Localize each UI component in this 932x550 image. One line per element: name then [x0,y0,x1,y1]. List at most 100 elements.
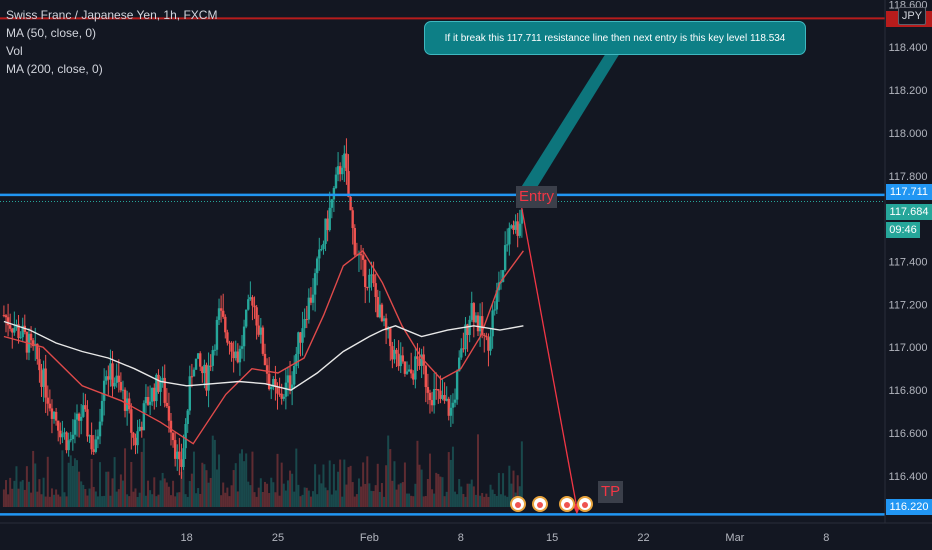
candle-body [384,318,388,331]
candle-body [109,363,112,380]
volume-bar [94,491,97,507]
candle-body [307,297,311,320]
candle-body [107,376,110,380]
candle-body [393,349,396,360]
candle-body [414,356,417,380]
candle-body [238,348,242,363]
legend-symbol[interactable]: Swiss Franc / Japanese Yen, 1h, FXCM [6,8,218,22]
candle-body [441,395,444,399]
candle-body [341,167,344,175]
volume-bar [130,461,133,507]
candle-body [330,199,334,208]
callout-note[interactable]: If it break this 117.711 resistance line… [424,21,806,55]
candle-body [230,342,233,352]
candle-body [253,305,256,308]
legend-ma200[interactable]: MA (200, close, 0) [6,62,103,76]
volume-bar [147,480,150,507]
volume-bar [353,496,356,507]
candle-body [178,451,181,460]
candle-body [420,354,423,367]
tp-label[interactable]: TP [598,481,624,503]
volume-bar [153,477,156,507]
volume-bar [502,473,505,507]
volume-bar [312,491,315,507]
candle-body [119,382,123,391]
candle-body [386,328,390,331]
volume-bar [115,491,118,507]
candle-body [416,356,419,359]
candle-body [458,357,461,372]
volume-bar [155,496,158,507]
volume-bar [11,488,14,507]
candle-body [489,336,492,351]
candle-body [29,333,33,341]
candle-body [77,413,81,421]
candle-body [169,420,173,433]
volume-bar [428,453,431,507]
currency-badge[interactable]: JPY [898,7,926,25]
volume-bar [374,485,377,507]
candle-body [219,308,223,311]
volume-bar [121,480,124,507]
volume-bar [222,482,225,507]
volume-bar [372,491,375,507]
volume-bar [468,483,471,507]
candle-body [391,346,394,360]
volume-bar [339,459,342,507]
legend-ma50[interactable]: MA (50, close, 0) [6,26,97,40]
candle-body [345,153,348,172]
volume-bar [385,465,388,507]
volume-bar [447,452,450,507]
volume-bar [5,480,8,507]
volume-bar [109,495,112,507]
candle-body [470,303,473,320]
volume-bar [380,483,383,507]
volume-bar [299,496,302,507]
candle-body [267,373,271,390]
entry-label[interactable]: Entry [516,186,558,208]
candle-body [311,294,315,303]
volume-bar [408,493,411,507]
candle-body [464,324,467,350]
volume-bar [337,471,340,507]
volume-bar [266,483,269,507]
candle-body [63,432,66,434]
candle-body [192,369,196,377]
candle-body [167,406,171,421]
legend-vol[interactable]: Vol [6,44,23,58]
candle-body [257,325,260,335]
volume-bar [224,492,227,507]
candle-body [270,386,273,390]
candle-body [71,434,75,440]
volume-bar [69,455,72,507]
volume-bar [136,496,139,507]
candle-body [42,368,45,387]
candle-body [165,402,169,407]
volume-bar [128,496,131,507]
volume-bar [472,486,475,507]
volume-bar [272,482,275,507]
candle-body [480,316,484,335]
volume-bar [38,479,41,507]
candle-body [476,315,480,332]
volume-bar [76,460,79,507]
candle-body [520,209,524,224]
candle-body [359,254,363,256]
candle-body [395,349,398,354]
candle-body [102,380,106,401]
candle-body [211,350,214,366]
volume-bar [178,492,181,507]
candle-body [263,353,267,366]
volume-bar [169,495,172,507]
volume-bar [309,496,312,507]
time-axis[interactable]: 18 25 Feb 8 15 22 Mar 8 [181,532,830,544]
volume-bar [92,486,95,507]
candle-body [157,374,160,392]
volume-bar [40,494,43,507]
candle-body [188,376,191,411]
price-axis[interactable]: 118.600 118.400 118.200 118.000 117.800 117.4… [889,0,928,483]
volume-bar [203,464,206,507]
volume-bar [278,495,281,507]
target-price-tag: 116.220 [886,499,932,515]
